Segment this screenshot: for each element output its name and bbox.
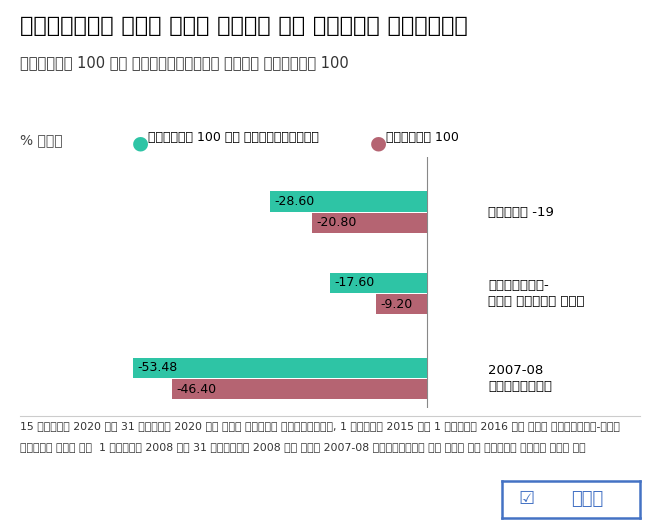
Text: निफ्टी 100 लो वोलैटिलिटी: निफ्टी 100 लो वोलैटिलिटी xyxy=(148,131,319,144)
Text: निफ्टी 100 लो वोलैटिलिटी बनाम निफ्टी 100: निफ्टी 100 लो वोलैटिलिटी बनाम निफ्टी 100 xyxy=(20,55,348,70)
Text: -20.80: -20.80 xyxy=(317,217,357,230)
Text: 15 फरवरी 2020 से 31 मार्च 2020 के बीच कोविड क्राइसिस, 1 मार्च 2015 से 1 मार्च 20: 15 फरवरी 2020 से 31 मार्च 2020 के बीच को… xyxy=(20,421,620,431)
Text: % में: % में xyxy=(20,133,63,147)
Bar xyxy=(133,358,427,378)
Bar xyxy=(312,213,427,233)
Text: अमेरिका-
चीन ट्रेड वॉर: अमेरिका- चीन ट्रेड वॉर xyxy=(488,279,585,308)
Text: ☑: ☑ xyxy=(519,491,535,508)
Bar xyxy=(269,191,427,212)
Text: ●: ● xyxy=(132,133,149,152)
Text: ट्रेड वॉर और  1 जनवरी 2008 से 31 दिसंबर 2008 के बीच 2007-08 क्राइसिस के दौर को श: ट्रेड वॉर और 1 जनवरी 2008 से 31 दिसंबर 2… xyxy=(20,442,585,452)
Text: ●: ● xyxy=(370,133,387,152)
Text: 2007-08
क्राइसिस: 2007-08 क्राइसिस xyxy=(488,364,552,393)
Text: -28.60: -28.60 xyxy=(274,195,314,208)
Text: कोविड -19: कोविड -19 xyxy=(488,206,554,219)
Text: -17.60: -17.60 xyxy=(335,276,375,289)
Text: -53.48: -53.48 xyxy=(137,361,178,374)
Text: निफ्टी 100: निफ्टी 100 xyxy=(386,131,459,144)
Bar xyxy=(172,379,427,399)
Text: -46.40: -46.40 xyxy=(176,383,216,395)
Bar xyxy=(330,272,427,293)
Text: धनक: धनक xyxy=(572,491,604,508)
Bar xyxy=(376,294,427,314)
Text: -9.20: -9.20 xyxy=(381,298,413,311)
Text: मार्केट में उथल पुथल के दौरान रिटर्न: मार्केट में उथल पुथल के दौरान रिटर्न xyxy=(20,16,467,36)
